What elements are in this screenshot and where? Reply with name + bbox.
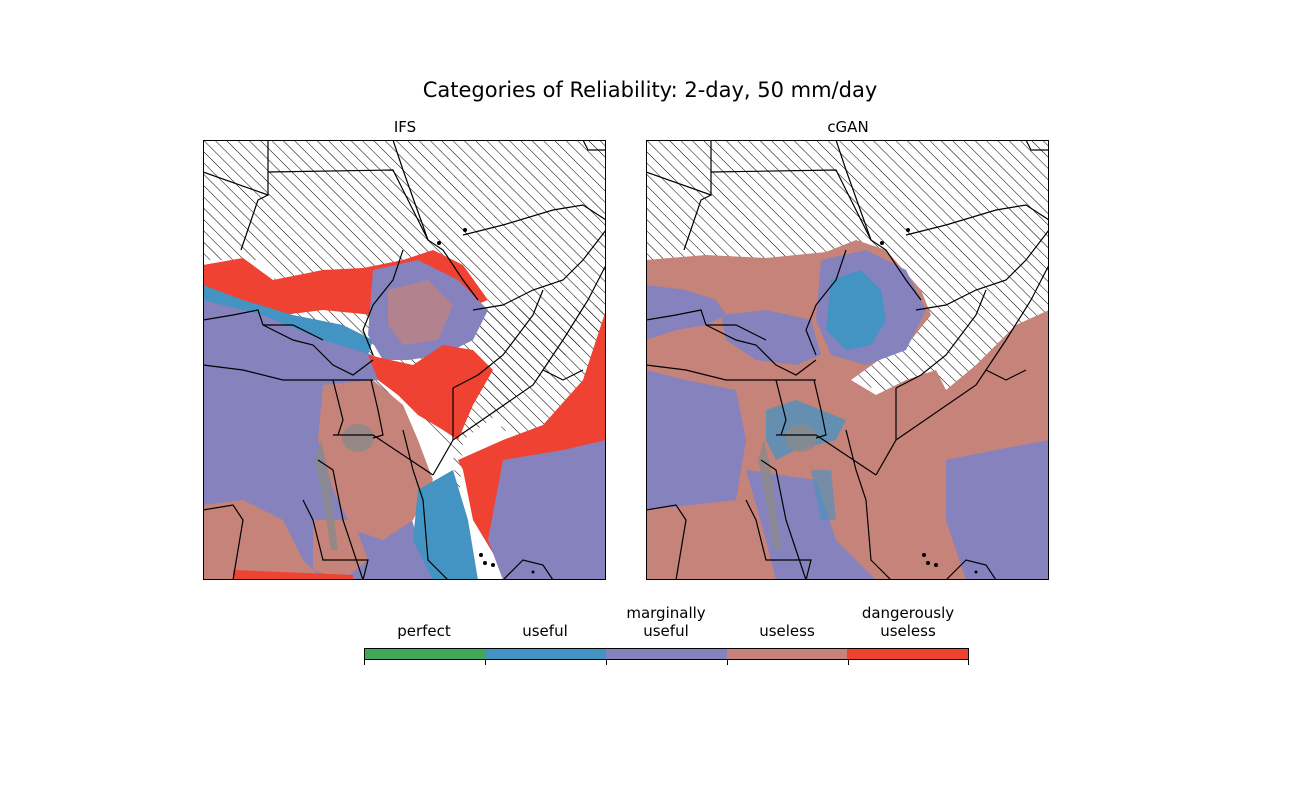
lake-tanganyika <box>758 440 781 550</box>
legend-label-dangerously-useless: dangerously useless <box>861 604 955 640</box>
colorbar-segment-perfect <box>365 649 486 659</box>
colorbar-tick <box>364 660 365 665</box>
country-borders <box>646 140 712 196</box>
colorbar-segment-dangerously-useless <box>847 649 968 659</box>
legend-label-marginally-useful: marginally useful <box>626 604 706 640</box>
colorbar-tick <box>848 660 849 665</box>
figure-title: Categories of Reliability: 2-day, 50 mm/… <box>422 78 878 102</box>
lake-victoria <box>785 424 817 452</box>
country-borders <box>203 140 269 196</box>
colorbar-segment-useless <box>726 649 848 659</box>
legend-label-useful: useful <box>522 622 568 640</box>
region-useless-lakes <box>318 380 433 540</box>
colorbar <box>364 648 969 660</box>
colorbar-tick <box>606 660 607 665</box>
region-useful-ethiopia <box>826 270 886 350</box>
lake-victoria <box>342 424 374 452</box>
map-cgan <box>646 140 1049 580</box>
panel-title-ifs: IFS <box>393 118 417 136</box>
lake-tanganyika <box>315 440 338 550</box>
panel-title-cgan: cGAN <box>827 118 869 136</box>
colorbar-tick <box>485 660 486 665</box>
colorbar-segment-useful <box>485 649 607 659</box>
colorbar-segment-marginally-useful <box>606 649 727 659</box>
colorbar-tick <box>968 660 969 665</box>
legend-label-perfect: perfect <box>397 622 451 640</box>
legend-label-useless: useless <box>759 622 815 640</box>
colorbar-tick <box>727 660 728 665</box>
map-ifs <box>203 140 606 580</box>
